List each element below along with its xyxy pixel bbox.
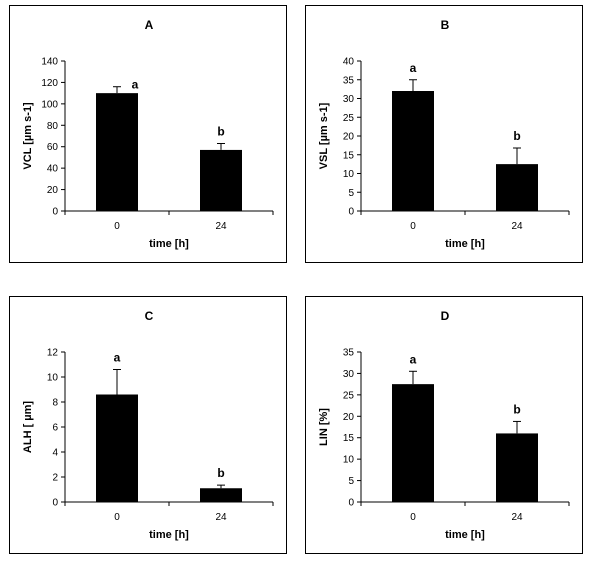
y-tick-label: 6 [52, 423, 58, 434]
bar [96, 394, 138, 502]
x-tick-label: 0 [410, 221, 416, 232]
bar [392, 91, 434, 211]
y-tick-label: 40 [343, 57, 355, 68]
y-tick-label: 10 [47, 373, 59, 384]
x-axis-title: time [h] [445, 529, 485, 541]
bar [496, 164, 538, 211]
x-tick-label: 24 [511, 221, 523, 232]
y-tick-label: 15 [343, 433, 355, 444]
chart-panel-a: A 0 20 40 60 80 100 120 140 a 0 b 24 time [h] VCL [µm … [9, 5, 287, 263]
x-tick-label: 24 [215, 512, 227, 523]
chart-frame [305, 296, 583, 554]
y-tick-label: 40 [47, 164, 59, 175]
y-tick-label: 10 [343, 169, 355, 180]
y-axis-title: ALH [ µm] [22, 401, 34, 454]
significance-label: b [217, 125, 224, 139]
y-tick-label: 35 [343, 348, 355, 359]
y-tick-label: 2 [52, 473, 58, 484]
significance-label: a [410, 352, 417, 366]
significance-label: b [217, 466, 224, 480]
y-tick-label: 80 [47, 121, 59, 132]
y-tick-label: 5 [348, 476, 354, 487]
significance-label: a [132, 78, 139, 92]
y-axis-title: LIN [%] [318, 408, 330, 446]
y-tick-label: 5 [348, 188, 354, 199]
x-axis-title: time [h] [149, 238, 189, 250]
chart-svg: B 0 5 10 15 20 25 30 35 40 a 0 b 24 time [h] VSL [µm s-… [305, 5, 583, 263]
x-tick-label: 24 [215, 221, 227, 232]
y-tick-label: 20 [343, 412, 355, 423]
x-axis-title: time [h] [149, 529, 189, 541]
significance-label: b [513, 129, 520, 143]
y-tick-label: 20 [343, 132, 355, 143]
x-tick-label: 24 [511, 512, 523, 523]
panel-title: D [441, 309, 450, 323]
y-tick-label: 35 [343, 75, 355, 86]
significance-label: a [410, 61, 417, 75]
y-axis-title: VCL [µm s-1] [22, 102, 34, 170]
chart-frame [9, 296, 287, 554]
chart-panel-c: C 0 2 4 6 8 10 12 a 0 b 24 time [h] ALH [ µm] [9, 296, 287, 554]
y-tick-label: 140 [41, 57, 58, 68]
bar [392, 384, 434, 502]
chart-panel-b: B 0 5 10 15 20 25 30 35 40 a 0 b 24 time [h] VSL [µm s-… [305, 5, 583, 263]
significance-label: b [513, 402, 520, 416]
chart-frame [9, 5, 287, 263]
x-tick-label: 0 [410, 512, 416, 523]
y-tick-label: 0 [52, 207, 58, 218]
x-axis-title: time [h] [445, 238, 485, 250]
y-tick-label: 15 [343, 150, 355, 161]
y-tick-label: 4 [52, 448, 58, 459]
panel-title: A [145, 18, 154, 32]
bar [96, 93, 138, 211]
y-tick-label: 25 [343, 113, 355, 124]
y-tick-label: 0 [348, 498, 354, 509]
y-tick-label: 60 [47, 142, 59, 153]
x-tick-label: 0 [114, 221, 120, 232]
panel-title: C [145, 309, 154, 323]
chart-panel-d: D 0 5 10 15 20 25 30 35 a 0 b 24 time [h] LIN [%] [305, 296, 583, 554]
x-tick-label: 0 [114, 512, 120, 523]
y-tick-label: 100 [41, 99, 58, 110]
y-tick-label: 12 [47, 348, 59, 359]
y-tick-label: 0 [348, 207, 354, 218]
y-tick-label: 25 [343, 390, 355, 401]
y-tick-label: 0 [52, 498, 58, 509]
y-tick-label: 30 [343, 94, 355, 105]
bar [200, 488, 242, 502]
chart-svg: D 0 5 10 15 20 25 30 35 a 0 b 24 time [h] LIN [%] [305, 296, 583, 554]
y-tick-label: 120 [41, 78, 58, 89]
y-axis-title: VSL [µm s-1] [318, 102, 330, 169]
y-tick-label: 30 [343, 369, 355, 380]
y-tick-label: 10 [343, 455, 355, 466]
significance-label: a [114, 351, 121, 365]
bar [200, 149, 242, 211]
chart-frame [305, 5, 583, 263]
y-tick-label: 8 [52, 398, 58, 409]
panel-title: B [441, 18, 450, 32]
chart-svg: A 0 20 40 60 80 100 120 140 a 0 b 24 time [h] VCL [µm … [9, 5, 287, 263]
bar [496, 433, 538, 502]
y-tick-label: 20 [47, 185, 59, 196]
